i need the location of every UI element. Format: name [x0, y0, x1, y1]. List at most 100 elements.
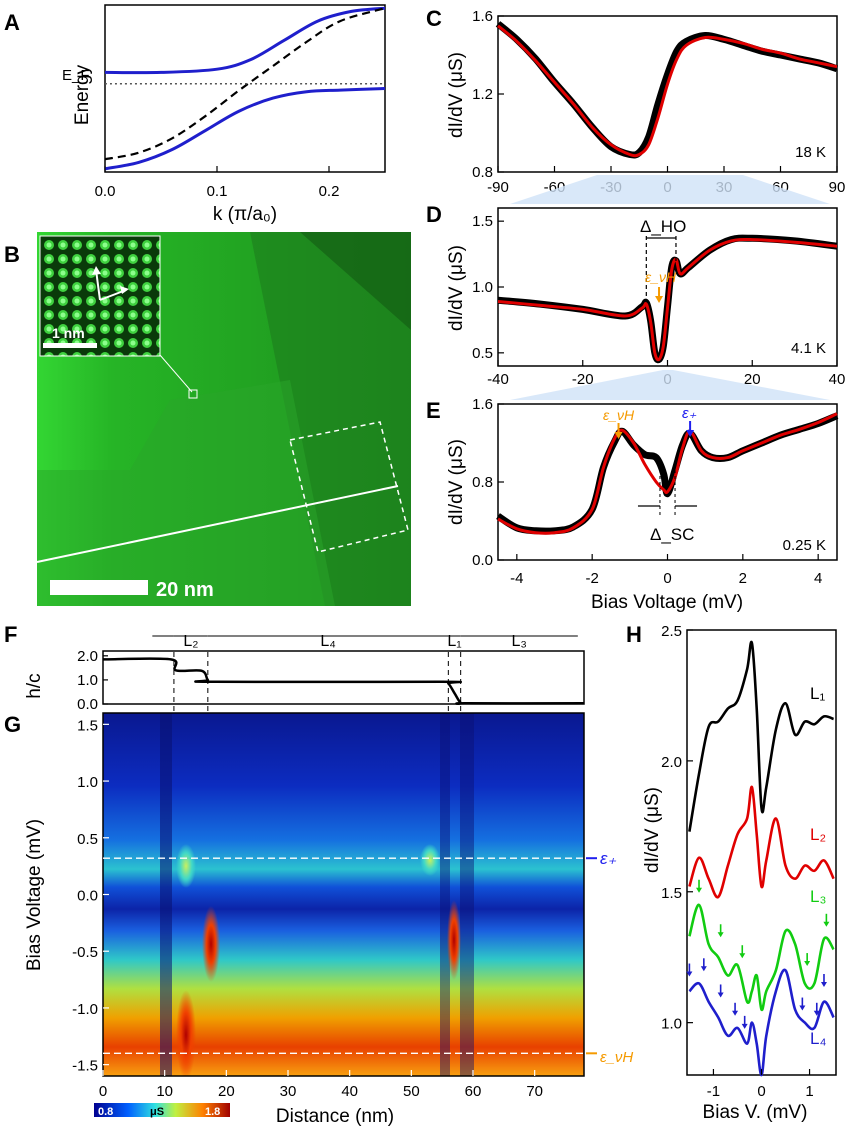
panel-f-ytick-label: 1.0 [77, 672, 98, 689]
panel-d-xtick-label: 40 [829, 371, 846, 388]
panel-c-ytick-label: 1.6 [472, 8, 493, 25]
arrow-down-icon [732, 1010, 739, 1016]
panel-a: 0.0 0.1 0.2 Energy E_F k (π/a₀) [62, 4, 386, 225]
panel-g-xtick-label: 20 [218, 1083, 235, 1100]
colorbar-min-label: 0.8 [98, 1106, 113, 1118]
arrow-down-icon [686, 971, 693, 977]
panel-e-xtick-label: -2 [585, 570, 598, 587]
ref-line-label-eps-plus: ε₊ [600, 849, 616, 868]
panel-g-xtick-label: 0 [99, 1083, 107, 1100]
panel-e-xlabel: Bias Voltage (mV) [591, 592, 743, 613]
panel-g-ytick-label: -0.5 [72, 944, 98, 961]
panel-e-gap-label: Δ_SC [650, 525, 694, 544]
colorbar [94, 1103, 230, 1117]
panel-letter-e: E [426, 398, 441, 423]
panel-e-xtick-label: 4 [814, 570, 822, 587]
panel-h-series-line [688, 640, 835, 832]
arrow-down-icon [686, 430, 695, 437]
panel-g-xtick-label: 10 [156, 1083, 173, 1100]
arrow-down-icon [741, 1023, 748, 1029]
panel-h-xtick-label: 0 [757, 1083, 765, 1100]
panel-g-ytick-label: 0.5 [77, 831, 98, 848]
legend-label-l4: L₄ [810, 1029, 826, 1048]
panel-e-xtick-label: 0 [663, 570, 671, 587]
stm-terrace-lower [37, 380, 335, 606]
panel-g-ticks: 0 10 20 30 40 50 60 70 -1.5 -1.0 -0.5 0.0 0.5 1.0 1.5 [72, 717, 543, 1100]
panel-e: -4 -2 0 2 4 0.0 0.8 1.6 0.25 K Δ_SC ε_νH ε₊ Bia… [472, 396, 839, 613]
panel-d-ytick-label: 0.5 [472, 345, 493, 362]
panel-letter-a: A [4, 10, 20, 35]
panel-a-xtick-label: 0.1 [207, 183, 228, 200]
panel-h-ytick-label: 2.0 [661, 754, 682, 771]
panel-h-series-group [688, 640, 835, 1077]
panel-letter-c: C [426, 6, 442, 31]
panel-f-region-label: L₃ [512, 633, 527, 650]
panel-c-ytick-label: 1.2 [472, 86, 493, 103]
inset-pointer-line [159, 354, 193, 393]
panel-f-series-group [102, 657, 585, 705]
panel-h-series-line [688, 785, 835, 899]
arrow-down-icon [799, 1005, 806, 1011]
panel-c-ylabel: dI/dV (μS) [446, 52, 467, 138]
stm-terrace-dark [245, 232, 411, 330]
panel-d-ylabel: dI/dV (μS) [446, 245, 467, 331]
panel-e-annotation: 0.25 K [783, 537, 826, 554]
zoom-connector-de [510, 370, 830, 400]
panel-h-ticks: -1 0 1 1.0 1.5 2.0 2.5 [661, 623, 814, 1100]
arrow-down-icon [655, 296, 664, 303]
inset-scale-bar [43, 343, 97, 348]
panel-a-xlabel: k (π/a₀) [213, 204, 277, 225]
arrow-head-icon [92, 266, 101, 275]
panel-f-region-label: L₂ [183, 633, 198, 650]
panel-a-series-group [104, 6, 386, 171]
panel-e-xtick-label: 2 [739, 570, 747, 587]
panel-g-xtick-label: 60 [465, 1083, 482, 1100]
panel-e-peak-left-label: ε_νH [603, 407, 635, 423]
panel-e-ytick-label: 0.0 [472, 552, 493, 569]
panel-e-ylabel: dI/dV (μS) [446, 439, 467, 525]
panel-d-annotation: 4.1 K [791, 340, 826, 357]
panel-a-band-1 [104, 87, 386, 171]
panel-h-ytick-label: 1.5 [661, 885, 682, 902]
panel-f-ytick-label: 0.0 [77, 696, 98, 713]
heatmap-hotspot [176, 990, 196, 1076]
panel-h: -1 0 1 1.0 1.5 2.0 2.5 dI/dV (μS) Bias V. (mV)… [642, 623, 837, 1123]
panel-g-xlabel: Distance (nm) [276, 1106, 394, 1127]
panel-h-xlabel: Bias V. (mV) [703, 1102, 808, 1123]
heatmap-base [103, 713, 584, 1076]
legend-label-l2: L₂ [810, 825, 826, 844]
panel-f-ytick-label: 2.0 [77, 648, 98, 665]
heatmap-dark-stripe [160, 713, 172, 1076]
panel-letter-b: B [4, 242, 20, 267]
arrow-down-icon [717, 932, 724, 938]
panel-g-ylabel: Bias Voltage (mV) [24, 819, 45, 971]
panel-letter-h: H [626, 622, 642, 647]
panel-letter-g: G [4, 712, 21, 737]
panel-e-ytick-label: 0.8 [472, 474, 493, 491]
stm-terrace-upper [37, 232, 411, 606]
scale-bar [50, 580, 148, 595]
stm-linecut-path [36, 485, 399, 563]
panel-g-xtick-label: 30 [280, 1083, 297, 1100]
panel-d-ytick-label: 1.0 [472, 279, 493, 296]
legend-label-l3: L₃ [810, 887, 826, 906]
panel-c-xtick-label: 90 [829, 179, 846, 196]
panel-a-ef-label: E_F [62, 67, 90, 84]
panel-e-peak-right-label: ε₊ [682, 405, 697, 422]
inset-scale-label: 1 nm [52, 325, 85, 341]
panel-d-xtick-label: -40 [487, 371, 509, 388]
panel-f-region-label: L₁ [447, 633, 461, 650]
heatmap-hotspot [447, 900, 461, 980]
panel-f-height-line [102, 657, 585, 705]
arrow-head-icon [120, 286, 129, 294]
lattice-arrow-a [95, 269, 101, 301]
arrow-down-icon [739, 953, 746, 959]
panel-g-xtick-label: 40 [341, 1083, 358, 1100]
panel-h-series-line [688, 968, 835, 1077]
heatmap-field [103, 713, 584, 1076]
panel-a-xtick-label: 0.0 [95, 183, 116, 200]
panel-e-series-group [496, 412, 839, 535]
panel-a-ylabel: Energy [72, 64, 93, 125]
panel-f-ylabel: h/c [24, 673, 45, 698]
panel-g-ytick-label: -1.0 [72, 1001, 98, 1018]
